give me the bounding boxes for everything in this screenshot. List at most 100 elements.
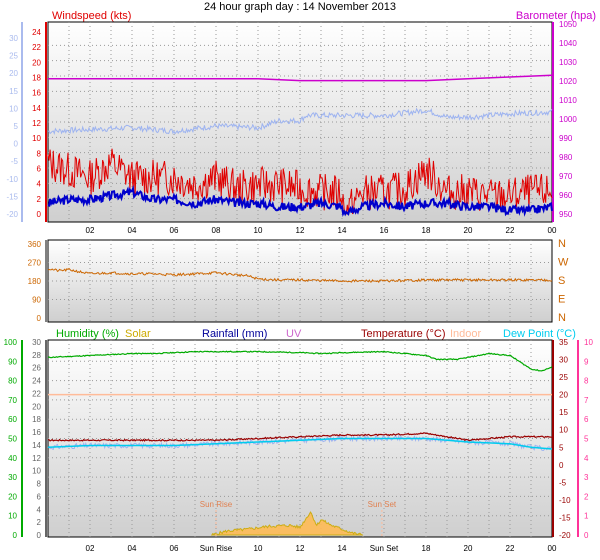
outer-left-tick-label: -10: [6, 175, 18, 184]
temperature-tick-label: -10: [559, 496, 571, 505]
direction-tick-label: 180: [28, 277, 42, 286]
humidity-line: [47, 350, 553, 372]
uv-tick-label: 2: [584, 492, 589, 501]
barometer-line: [48, 74, 553, 82]
rainfall-tick-label: 4: [37, 505, 42, 514]
wind-x-tick-label: 00: [548, 226, 557, 235]
temperature-line: [48, 432, 553, 442]
uv-tick-label: 7: [584, 396, 589, 405]
compass-tick-label: W: [558, 257, 569, 269]
bottom-x-tick-label: 18: [422, 544, 431, 553]
rainfall-tick-label: 28: [32, 351, 41, 360]
wind-x-tick-label: 08: [212, 226, 221, 235]
temperature-tick-label: 5: [559, 443, 564, 452]
outer-blue-line: [47, 107, 553, 136]
bottom-x-tick-label: 10: [254, 544, 263, 553]
temperature-tick-label: -15: [559, 513, 571, 522]
outer-left-tick-label: 15: [9, 87, 18, 96]
humidity-tick-label: 50: [8, 435, 17, 444]
windspeed-tick-label: 8: [37, 149, 42, 158]
rainfall-tick-label: 12: [32, 454, 41, 463]
series-label: Humidity (%): [56, 328, 119, 340]
barometer-axis-label: Barometer (hpa): [516, 10, 596, 22]
humidity-tick-label: 60: [8, 415, 17, 424]
windspeed-axis-label: Windspeed (kts): [52, 10, 131, 22]
barometer-tick-label: 1020: [559, 77, 577, 86]
temperature-tick-label: 35: [559, 338, 568, 347]
temperature-tick-label: 0: [559, 461, 564, 470]
uv-tick-label: 5: [584, 435, 589, 444]
wind-x-tick-label: 18: [422, 226, 431, 235]
wind-gust-line: [47, 148, 553, 215]
wind-x-tick-label: 20: [464, 226, 473, 235]
outer-left-tick-label: 30: [9, 34, 18, 43]
series-label: Indoor: [450, 328, 482, 340]
rainfall-tick-label: 20: [32, 402, 41, 411]
barometer-tick-label: 970: [559, 172, 573, 181]
uv-tick-label: 0: [584, 531, 589, 540]
sun-set-label: Sun Set: [368, 500, 397, 509]
windspeed-tick-label: 22: [32, 43, 41, 52]
temperature-tick-label: 10: [559, 426, 568, 435]
wind-x-tick-label: 02: [86, 226, 95, 235]
uv-tick-label: 1: [584, 512, 589, 521]
barometer-tick-label: 1000: [559, 115, 577, 124]
rainfall-tick-label: 2: [37, 518, 42, 527]
outer-left-tick-label: -5: [11, 157, 19, 166]
humidity-tick-label: 20: [8, 492, 17, 501]
wind-x-tick-label: 22: [506, 226, 515, 235]
outer-left-tick-label: 5: [14, 122, 19, 131]
rainfall-tick-label: 8: [37, 480, 42, 489]
series-label: Temperature (°C): [361, 328, 445, 340]
direction-tick-label: 360: [28, 240, 42, 249]
barometer-tick-label: 1040: [559, 39, 577, 48]
temperature-tick-label: -20: [559, 531, 571, 540]
barometer-tick-label: 1050: [559, 20, 577, 29]
rainfall-tick-label: 24: [32, 377, 41, 386]
rainfall-tick-label: 14: [32, 441, 41, 450]
humidity-tick-label: 90: [8, 357, 17, 366]
humidity-tick-label: 100: [4, 338, 18, 347]
humidity-tick-label: 0: [13, 531, 18, 540]
bottom-x-tick-label: Sun Rise: [200, 544, 233, 553]
bottom-x-tick-label: 02: [86, 544, 95, 553]
barometer-tick-label: 950: [559, 210, 573, 219]
windspeed-tick-label: 18: [32, 74, 41, 83]
outer-left-tick-label: -20: [6, 210, 18, 219]
windspeed-tick-label: 16: [32, 89, 41, 98]
direction-tick-label: 90: [32, 296, 41, 305]
bottom-x-tick-label: 20: [464, 544, 473, 553]
outer-left-tick-label: 25: [9, 52, 18, 61]
windspeed-tick-label: 2: [37, 195, 42, 204]
uv-tick-label: 6: [584, 415, 589, 424]
windspeed-tick-label: 24: [32, 28, 41, 37]
humidity-tick-label: 80: [8, 377, 17, 386]
temperature-tick-label: 30: [559, 356, 568, 365]
windspeed-tick-label: 12: [32, 119, 41, 128]
barometer-tick-label: 1010: [559, 96, 577, 105]
humidity-tick-label: 40: [8, 454, 17, 463]
wind-x-tick-label: 10: [254, 226, 263, 235]
outer-left-tick-label: 0: [14, 140, 19, 149]
direction-line: [47, 267, 553, 284]
bottom-x-tick-label: 00: [548, 544, 557, 553]
uv-tick-label: 10: [584, 338, 593, 347]
humidity-tick-label: 30: [8, 473, 17, 482]
rainfall-tick-label: 22: [32, 389, 41, 398]
barometer-tick-label: 1030: [559, 58, 577, 67]
outer-left-tick-label: 20: [9, 69, 18, 78]
dew-point-line: [47, 437, 553, 450]
windspeed-tick-label: 20: [32, 58, 41, 67]
uv-tick-label: 3: [584, 473, 589, 482]
temperature-tick-label: 15: [559, 408, 568, 417]
compass-tick-label: S: [558, 275, 565, 287]
temperature-tick-label: -5: [559, 478, 567, 487]
temperature-tick-label: 20: [559, 391, 568, 400]
bottom-x-tick-label: 14: [338, 544, 347, 553]
rainfall-tick-label: 26: [32, 364, 41, 373]
bottom-x-tick-label: 22: [506, 544, 515, 553]
rainfall-tick-label: 16: [32, 428, 41, 437]
humidity-tick-label: 10: [8, 512, 17, 521]
